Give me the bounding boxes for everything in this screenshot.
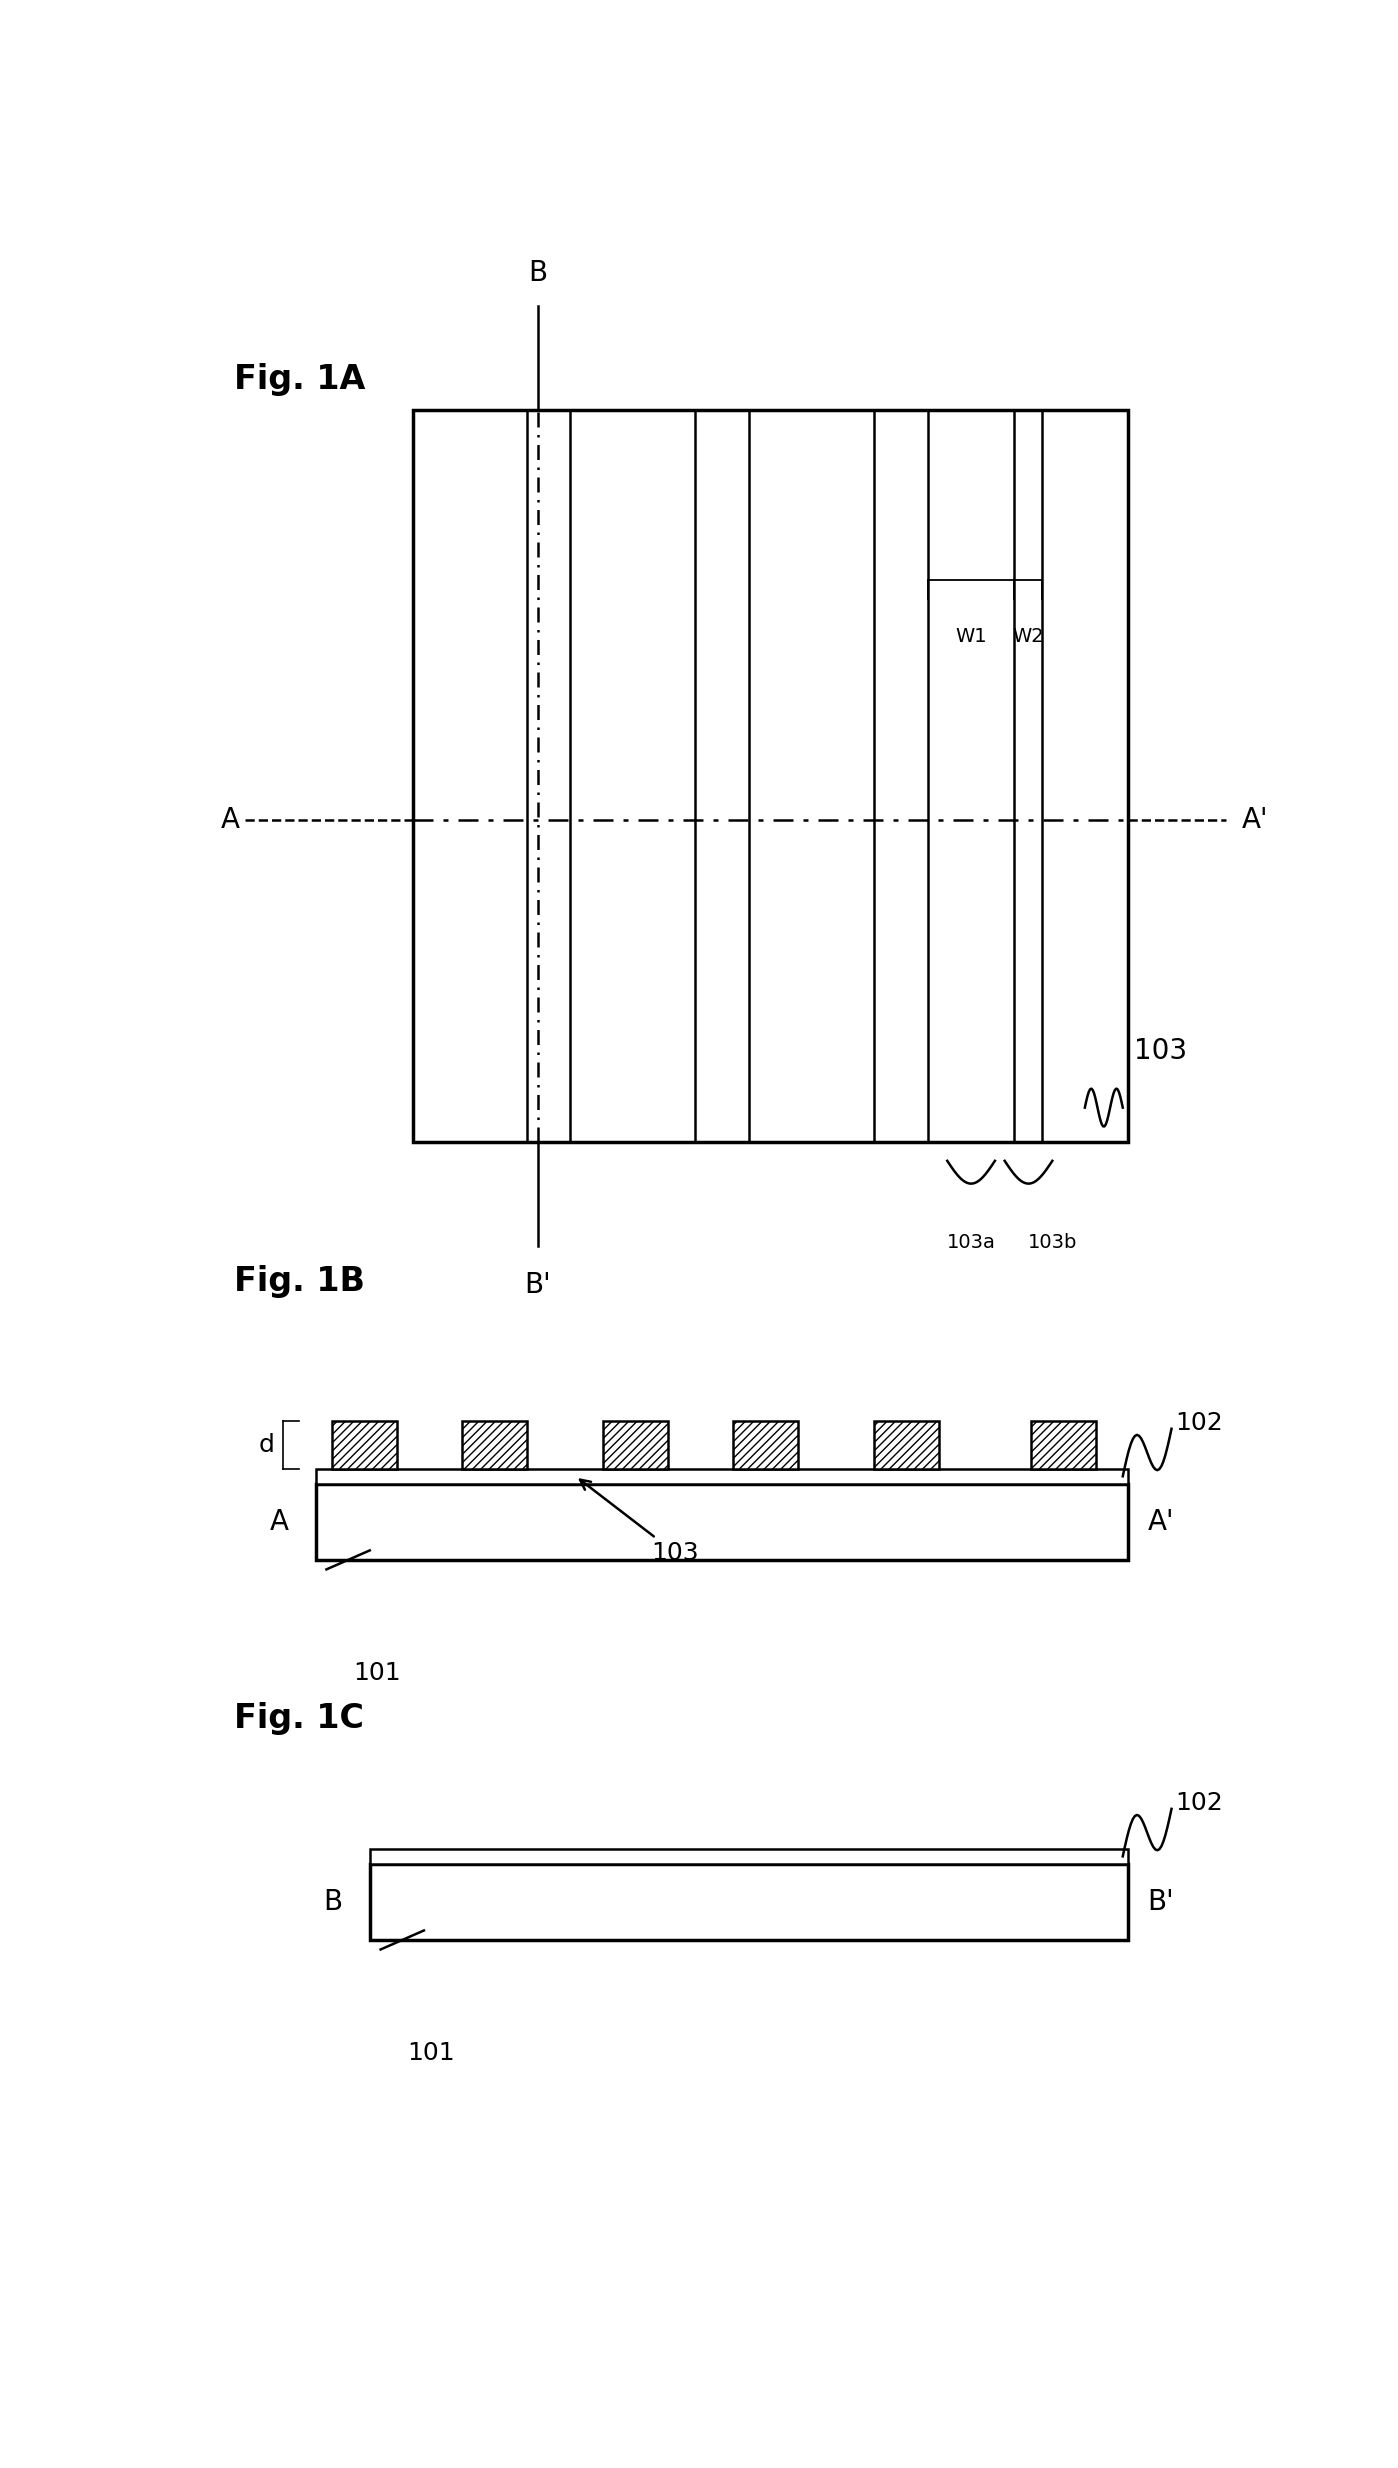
Text: B: B xyxy=(323,1888,343,1915)
Text: 102: 102 xyxy=(1174,1792,1222,1814)
Bar xyxy=(1042,410,1128,1143)
Bar xyxy=(874,1422,938,1468)
Text: 103: 103 xyxy=(580,1481,699,1565)
Text: W1: W1 xyxy=(955,627,987,647)
Text: d: d xyxy=(259,1434,274,1456)
Bar xyxy=(874,410,928,1143)
Bar xyxy=(316,1483,1128,1560)
Text: A: A xyxy=(270,1508,288,1535)
Text: 103: 103 xyxy=(1134,1037,1187,1064)
Bar xyxy=(749,410,874,1143)
Text: B': B' xyxy=(524,1271,551,1298)
Bar xyxy=(570,410,695,1143)
Text: 103b: 103b xyxy=(1028,1234,1076,1251)
Text: A': A' xyxy=(1148,1508,1174,1535)
Bar xyxy=(331,1422,397,1468)
Text: Fig. 1B: Fig. 1B xyxy=(235,1264,365,1298)
Bar xyxy=(928,410,1015,1143)
Bar xyxy=(695,410,749,1143)
Text: A': A' xyxy=(1241,807,1268,834)
Text: B: B xyxy=(528,259,547,286)
Text: 101: 101 xyxy=(354,1661,401,1686)
Text: A: A xyxy=(221,807,240,834)
Bar xyxy=(733,1422,798,1468)
Bar xyxy=(527,410,570,1143)
Text: Fig. 1C: Fig. 1C xyxy=(235,1703,365,1735)
Text: Fig. 1A: Fig. 1A xyxy=(235,363,366,395)
Bar xyxy=(316,1468,1128,1483)
Text: 102: 102 xyxy=(1174,1412,1222,1434)
Bar xyxy=(369,1849,1128,1863)
Text: W2: W2 xyxy=(1012,627,1044,647)
Bar xyxy=(1030,1422,1096,1468)
Text: 101: 101 xyxy=(408,2041,456,2066)
Text: B': B' xyxy=(1148,1888,1174,1915)
Bar xyxy=(414,410,1128,1143)
Text: 103a: 103a xyxy=(946,1234,995,1251)
Bar xyxy=(369,1863,1128,1940)
Bar xyxy=(461,1422,527,1468)
Bar xyxy=(1015,410,1042,1143)
Bar xyxy=(603,1422,668,1468)
Bar xyxy=(414,410,527,1143)
Bar xyxy=(414,410,1128,1143)
